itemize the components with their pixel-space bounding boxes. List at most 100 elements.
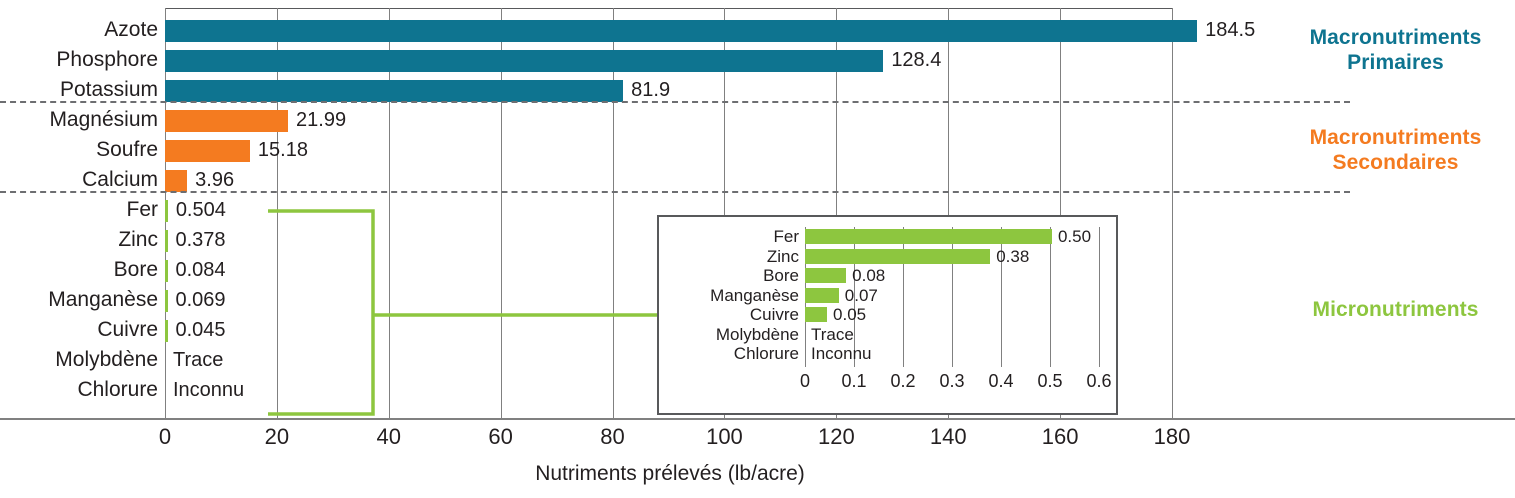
inset-category-label-cuivre: Cuivre xyxy=(749,305,799,324)
bar-row xyxy=(165,166,1172,196)
gridline-160 xyxy=(1060,8,1062,420)
inset-bar-row xyxy=(805,305,1099,324)
bar-potassium xyxy=(165,80,624,102)
micronutrients-inset-chart: Fer Zinc Bore Manganèse Cuivre Molybdène Chlor… xyxy=(657,215,1118,415)
value-label-manganèse: 0.069 xyxy=(175,289,226,311)
bar-cuivre xyxy=(165,320,168,342)
inset-value-label-fer: 0.50 xyxy=(1057,227,1092,246)
value-label-potassium: 81.9 xyxy=(631,79,671,101)
inset-gridline-0.1 xyxy=(854,227,855,367)
inset-bar-cuivre xyxy=(805,307,828,322)
inset-bar-fer xyxy=(805,229,1052,244)
inset-gridline-0.5 xyxy=(1050,227,1051,367)
x-tick-100: 100 xyxy=(706,424,743,449)
category-label-calcium: Calcium xyxy=(82,168,158,191)
inset-plot-area xyxy=(805,227,1100,367)
gridline-100 xyxy=(724,8,726,420)
inset-x-tick-0.3: 0.3 xyxy=(939,371,965,391)
value-label-fer: 0.504 xyxy=(175,199,226,221)
gridline-140 xyxy=(948,8,950,420)
group-label-secondary-line1: Macronutriments xyxy=(1309,126,1482,149)
category-label-cuivre: Cuivre xyxy=(97,318,158,341)
x-tick-160: 160 xyxy=(1041,424,1079,449)
inset-x-tick-0.6: 0.6 xyxy=(1086,371,1112,391)
bar-magnésium xyxy=(165,110,289,132)
bar-soufre xyxy=(165,140,250,162)
category-label-manganèse: Manganèse xyxy=(48,288,158,311)
inset-x-tick-0.1: 0.1 xyxy=(841,371,867,391)
bar-fer xyxy=(165,200,168,222)
inset-bar-zinc xyxy=(805,248,991,264)
category-label-azote: Azote xyxy=(104,18,158,41)
category-label-zinc: Zinc xyxy=(118,228,158,251)
x-axis-line xyxy=(0,418,1515,420)
inset-bar-row xyxy=(805,286,1099,305)
x-tick-80: 80 xyxy=(600,424,625,449)
inset-bar-manganèse xyxy=(805,287,839,303)
x-tick-40: 40 xyxy=(376,424,402,449)
group-label-primary-macronutrients: Macronutriments Primaires xyxy=(1276,26,1515,76)
x-tick-140: 140 xyxy=(929,424,967,449)
inset-value-label-bore: 0.08 xyxy=(852,266,886,285)
inset-bar-row xyxy=(805,266,1099,285)
inset-category-label-chlorure: Chlorure xyxy=(733,344,799,363)
x-tick-180: 180 xyxy=(1153,424,1191,449)
inset-category-label-bore: Bore xyxy=(763,266,799,285)
bar-row xyxy=(165,196,1172,226)
main-plot-area xyxy=(0,8,1515,420)
inset-bar-row xyxy=(805,227,1099,246)
bar-zinc xyxy=(165,230,168,252)
gridline-180 xyxy=(1172,8,1173,420)
bar-row xyxy=(165,76,1172,106)
x-tick-60: 60 xyxy=(488,424,513,449)
value-label-calcium: 3.96 xyxy=(195,169,235,191)
inset-value-label-molybdène: Trace xyxy=(811,324,854,344)
inset-x-tick-0.5: 0.5 xyxy=(1037,371,1063,391)
x-axis-title: Nutriments prélevés (lb/acre) xyxy=(535,462,805,485)
inset-gridline-0.3 xyxy=(952,227,953,367)
value-label-soufre: 15.18 xyxy=(257,139,308,161)
category-label-phosphore: Phosphore xyxy=(56,48,158,71)
bar-row xyxy=(165,16,1198,46)
bar-calcium xyxy=(165,170,188,192)
inset-gridline-0.6 xyxy=(1099,227,1100,367)
group-separator xyxy=(0,191,1350,193)
plot-top-border xyxy=(165,8,1172,9)
inset-value-label-cuivre: 0.05 xyxy=(833,305,867,324)
group-label-primary-line1: Macronutriments xyxy=(1309,26,1482,49)
inset-value-label-zinc: 0.38 xyxy=(996,246,1030,266)
inset-category-label-zinc: Zinc xyxy=(766,246,799,266)
bar-bore xyxy=(165,260,168,282)
inset-gridline-0.2 xyxy=(903,227,904,367)
inset-bar-row xyxy=(805,247,1099,266)
inset-value-label-chlorure: Inconnu xyxy=(811,344,872,363)
bar-row xyxy=(165,226,1172,256)
bar-row xyxy=(165,286,1172,316)
gridline-120 xyxy=(836,8,838,420)
value-label-chlorure: Inconnu xyxy=(173,379,245,401)
bar-row xyxy=(165,106,1172,136)
inset-category-label-molybdène: Molybdène xyxy=(715,324,799,344)
bar-row xyxy=(165,46,1172,76)
bar-row xyxy=(165,316,1172,346)
bar-phosphore xyxy=(165,50,884,72)
value-label-magnésium: 21.99 xyxy=(296,109,347,131)
group-label-secondary-line2: Secondaires xyxy=(1332,150,1459,174)
category-label-soufre: Soufre xyxy=(96,138,158,161)
inset-x-tick-0: 0 xyxy=(799,371,811,391)
bar-azote xyxy=(165,20,1198,42)
category-label-magnésium: Magnésium xyxy=(49,108,158,131)
value-label-bore: 0.084 xyxy=(175,259,226,281)
inset-value-label-manganèse: 0.07 xyxy=(844,285,878,305)
category-label-chlorure: Chlorure xyxy=(77,378,158,401)
group-label-secondary-macronutrients: Macronutriments Secondaires xyxy=(1276,126,1515,176)
bar-row xyxy=(165,136,1172,166)
group-separator xyxy=(0,101,1350,103)
value-label-azote: 184.5 xyxy=(1205,19,1256,41)
inset-x-tick-0.2: 0.2 xyxy=(890,371,916,391)
inset-x-tick-0.4: 0.4 xyxy=(988,371,1014,391)
category-label-bore: Bore xyxy=(113,258,158,281)
inset-category-label-manganèse: Manganèse xyxy=(710,285,799,305)
value-label-cuivre: 0.045 xyxy=(175,319,226,341)
inset-category-label-fer: Fer xyxy=(773,227,800,246)
